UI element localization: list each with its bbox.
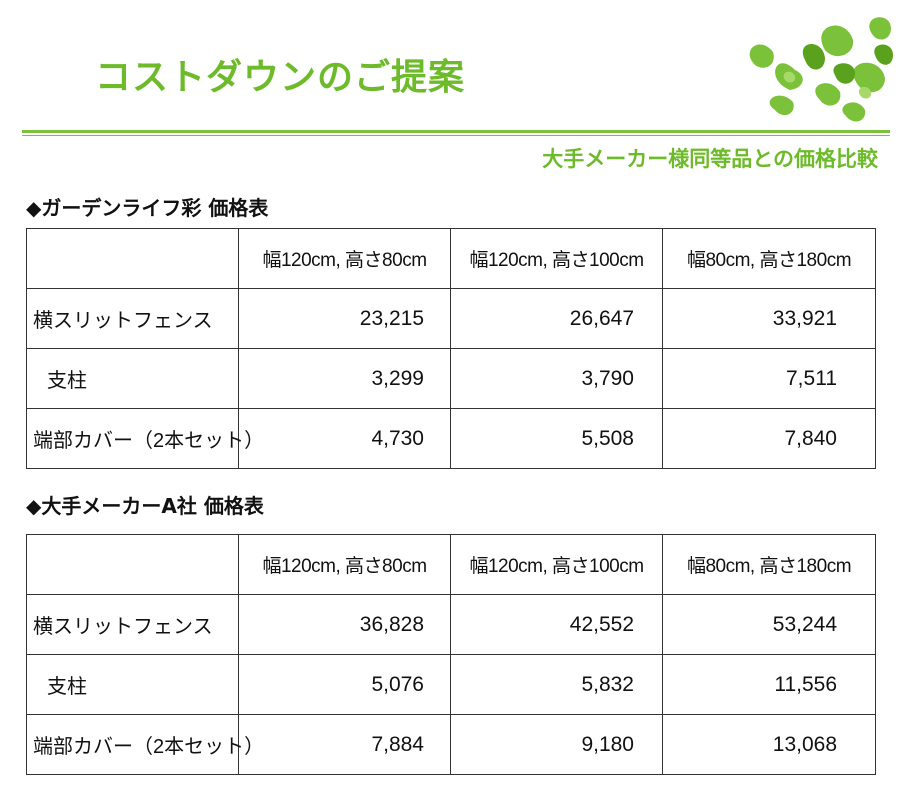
row-label: 支柱 <box>26 654 239 715</box>
section-heading-garden-life: ◆ガーデンライフ彩 価格表 <box>26 196 269 220</box>
price-cell: 11,556 <box>662 654 876 715</box>
table-row: 支柱 5,076 5,832 11,556 <box>26 654 876 715</box>
table-header-row: 幅120cm, 高さ80cm 幅120cm, 高さ100cm 幅80cm, 高さ… <box>26 534 876 595</box>
price-cell: 7,840 <box>662 408 876 469</box>
green-leaves-icon <box>749 17 893 122</box>
price-table-garden-life: 幅120cm, 高さ80cm 幅120cm, 高さ100cm 幅80cm, 高さ… <box>26 228 876 469</box>
price-cell: 5,508 <box>450 408 663 469</box>
section-heading-maker-a: ◆大手メーカーA社 価格表 <box>26 494 264 518</box>
price-cell: 3,299 <box>238 348 451 409</box>
row-label: 横スリットフェンス <box>26 594 239 655</box>
row-label: 端部カバー（2本セット） <box>26 714 264 775</box>
row-label: 横スリットフェンス <box>26 288 239 349</box>
price-cell: 3,790 <box>450 348 663 409</box>
table-header-cell: 幅120cm, 高さ100cm <box>450 228 663 289</box>
price-cell: 7,511 <box>662 348 876 409</box>
header-divider-thin <box>22 135 890 136</box>
table-row: 横スリットフェンス 23,215 26,647 33,921 <box>26 288 876 349</box>
table-header-cell: 幅80cm, 高さ180cm <box>662 228 876 289</box>
price-cell: 23,215 <box>238 288 451 349</box>
price-cell: 53,244 <box>662 594 876 655</box>
page-title: コストダウンのご提案 <box>95 57 466 98</box>
table-header-cell: 幅120cm, 高さ100cm <box>450 534 663 595</box>
price-table-maker-a: 幅120cm, 高さ80cm 幅120cm, 高さ100cm 幅80cm, 高さ… <box>26 534 876 775</box>
price-cell: 26,647 <box>450 288 663 349</box>
table-header-cell: 幅120cm, 高さ80cm <box>238 534 451 595</box>
table-row: 端部カバー（2本セット） 4,730 5,508 7,840 <box>26 408 876 469</box>
table-header-cell: 幅80cm, 高さ180cm <box>662 534 876 595</box>
price-cell: 4,730 <box>238 408 451 469</box>
row-label: 端部カバー（2本セット） <box>26 408 264 469</box>
price-cell: 42,552 <box>450 594 663 655</box>
table-header-cell <box>26 534 239 595</box>
table-header-row: 幅120cm, 高さ80cm 幅120cm, 高さ100cm 幅80cm, 高さ… <box>26 228 876 289</box>
table-row: 支柱 3,299 3,790 7,511 <box>26 348 876 409</box>
table-header-cell: 幅120cm, 高さ80cm <box>238 228 451 289</box>
table-header-cell <box>26 228 239 289</box>
price-cell: 13,068 <box>662 714 876 775</box>
table-row: 横スリットフェンス 36,828 42,552 53,244 <box>26 594 876 655</box>
table-row: 端部カバー（2本セット） 7,884 9,180 13,068 <box>26 714 876 775</box>
price-cell: 9,180 <box>450 714 663 775</box>
row-label: 支柱 <box>26 348 239 409</box>
price-cell: 36,828 <box>238 594 451 655</box>
price-cell: 5,832 <box>450 654 663 715</box>
page-subtitle: 大手メーカー様同等品との価格比較 <box>542 147 878 171</box>
header-divider <box>22 130 890 133</box>
price-cell: 33,921 <box>662 288 876 349</box>
price-cell: 5,076 <box>238 654 451 715</box>
price-cell: 7,884 <box>238 714 451 775</box>
